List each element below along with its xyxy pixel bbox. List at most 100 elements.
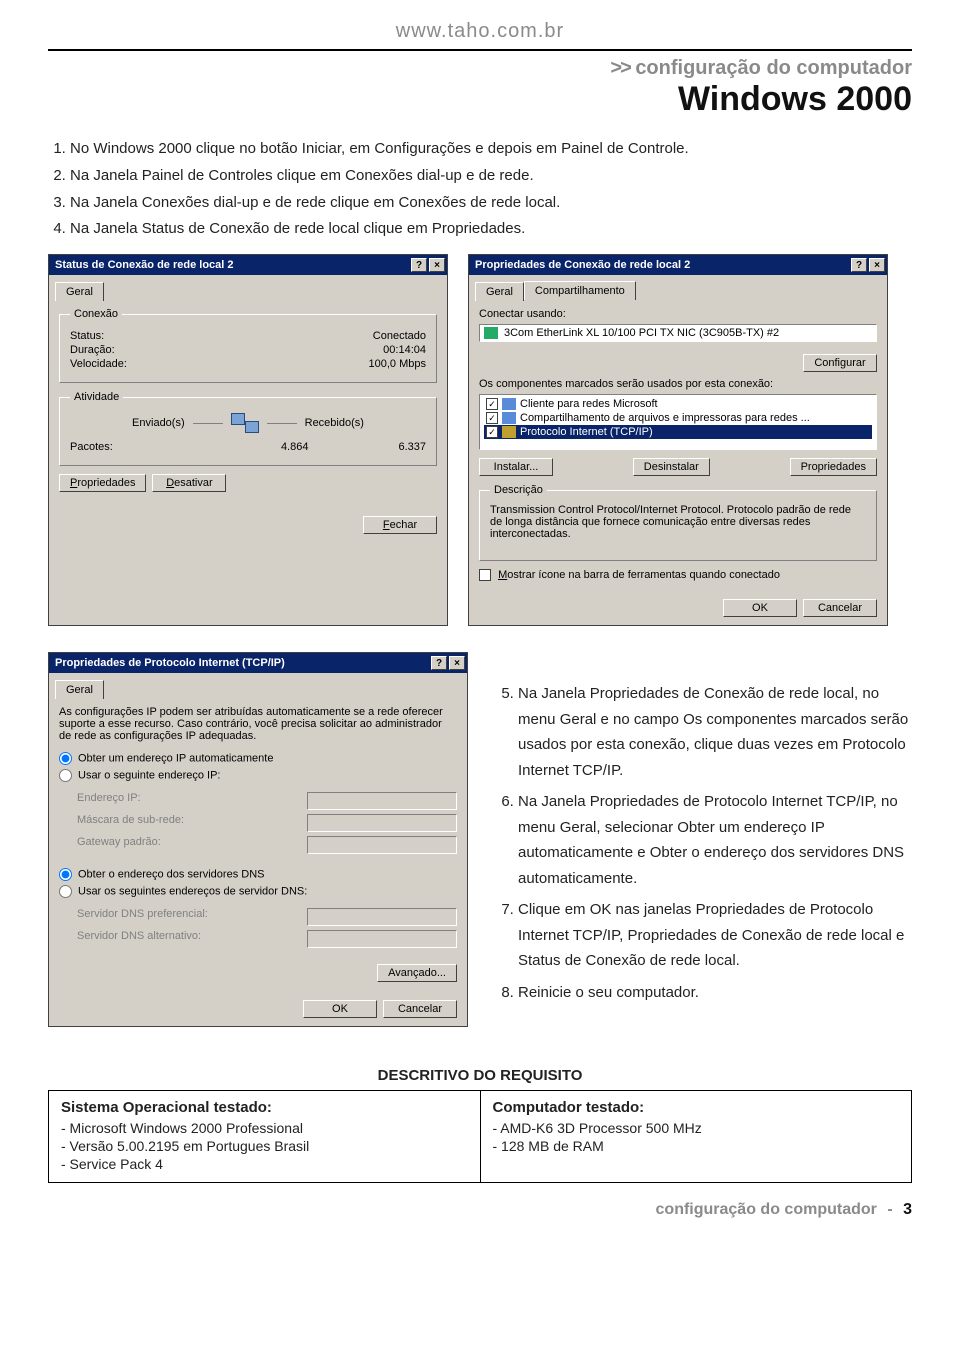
mask-field: [307, 814, 457, 832]
help-button[interactable]: ?: [851, 258, 867, 272]
ok-button[interactable]: OK: [303, 1000, 377, 1018]
line-icon: [193, 423, 223, 424]
footer-text: configuração do computador: [656, 1201, 877, 1218]
page-footer: configuração do computador - 3: [48, 1201, 912, 1219]
configure-button[interactable]: Configurar: [803, 354, 877, 372]
list-item[interactable]: ✓ Cliente para redes Microsoft: [484, 397, 872, 411]
radio-auto-dns[interactable]: [59, 868, 72, 881]
top-steps: No Windows 2000 clique no botão Iniciar,…: [48, 137, 912, 242]
arrows-icon: >>: [610, 57, 629, 79]
packets-label: Pacotes:: [70, 441, 113, 453]
show-icon-checkbox[interactable]: [479, 569, 491, 581]
group-activity-legend: Atividade: [70, 391, 123, 403]
list-item-label: Protocolo Internet (TCP/IP): [520, 426, 653, 438]
speed-value: 100,0 Mbps: [369, 358, 426, 370]
radio-manual-dns-label: Usar os seguintes endereços de servidor …: [78, 886, 307, 898]
ip-label: Endereço IP:: [77, 792, 141, 810]
duration-label: Duração:: [70, 344, 115, 356]
req-right-item: - AMD-K6 3D Processor 500 MHz: [493, 1120, 900, 1136]
list-item[interactable]: ✓ Compartilhamento de arquivos e impresso…: [484, 411, 872, 425]
tab-geral[interactable]: Geral: [55, 282, 104, 301]
heading-title: Windows 2000: [48, 80, 912, 119]
requisito-title: DESCRITIVO DO REQUISITO: [48, 1067, 912, 1084]
status-value: Conectado: [373, 330, 426, 342]
cancel-button[interactable]: Cancelar: [803, 599, 877, 617]
properties-button[interactable]: Propriedades: [59, 474, 146, 492]
tab-geral[interactable]: Geral: [475, 282, 524, 301]
group-activity: Atividade Enviado(s) Recebido(s) Pacotes…: [59, 391, 437, 466]
dns1-field: [307, 908, 457, 926]
radio-manual-dns[interactable]: [59, 885, 72, 898]
site-url: www.taho.com.br: [48, 20, 912, 43]
packets-recv: 6.337: [398, 441, 426, 453]
help-button[interactable]: ?: [411, 258, 427, 272]
gw-label: Gateway padrão:: [77, 836, 161, 854]
speed-label: Velocidade:: [70, 358, 127, 370]
dialog-status: Status de Conexão de rede local 2 ? × Ge…: [48, 254, 448, 626]
protocol-icon: [502, 426, 516, 438]
dns1-label: Servidor DNS preferencial:: [77, 908, 208, 926]
req-left-item: - Versão 5.00.2195 em Portugues Brasil: [61, 1138, 468, 1154]
line-icon: [267, 423, 297, 424]
components-label: Os componentes marcados serão usados por…: [479, 378, 877, 390]
step-2: Na Janela Painel de Controles clique em …: [70, 164, 912, 189]
help-button[interactable]: ?: [431, 656, 447, 670]
checkbox-icon[interactable]: ✓: [486, 426, 498, 438]
dialog-status-title: Status de Conexão de rede local 2: [55, 259, 409, 271]
advanced-button[interactable]: Avançado...: [377, 964, 457, 982]
list-item-label: Compartilhamento de arquivos e impressor…: [520, 412, 810, 424]
close-button[interactable]: ×: [449, 656, 465, 670]
dialog-conn-props: Propriedades de Conexão de rede local 2 …: [468, 254, 888, 626]
install-button[interactable]: Instalar...: [479, 458, 553, 476]
dns2-field: [307, 930, 457, 948]
checkbox-icon[interactable]: ✓: [486, 398, 498, 410]
list-item-selected[interactable]: ✓ Protocolo Internet (TCP/IP): [484, 425, 872, 439]
checkbox-icon[interactable]: ✓: [486, 412, 498, 424]
recv-label: Recebido(s): [305, 417, 364, 429]
computers-icon: [231, 413, 259, 433]
close-dialog-button[interactable]: Fechar: [363, 516, 437, 534]
group-connection: Conexão Status:Conectado Duração:00:14:0…: [59, 308, 437, 383]
sent-label: Enviado(s): [132, 417, 185, 429]
ok-button[interactable]: OK: [723, 599, 797, 617]
radio-manual-ip[interactable]: [59, 769, 72, 782]
hotkey: M: [498, 569, 507, 581]
radio-auto-ip[interactable]: [59, 752, 72, 765]
step-1: No Windows 2000 clique no botão Iniciar,…: [70, 137, 912, 162]
list-item-label: Cliente para redes Microsoft: [520, 398, 658, 410]
step-3: Na Janela Conexões dial-up e de rede cli…: [70, 191, 912, 216]
req-left-item: - Microsoft Windows 2000 Professional: [61, 1120, 468, 1136]
requisito-table: Sistema Operacional testado: - Microsoft…: [48, 1090, 912, 1183]
dialog-tcpip: Propriedades de Protocolo Internet (TCP/…: [48, 652, 468, 1027]
dialog-conn-props-title: Propriedades de Conexão de rede local 2: [475, 259, 849, 271]
ip-field: [307, 792, 457, 810]
share-icon: [502, 412, 516, 424]
page-heading: >> configuração do computador Windows 20…: [48, 57, 912, 119]
tab-compartilhamento[interactable]: Compartilhamento: [524, 281, 636, 300]
nic-icon: [484, 327, 498, 339]
close-button[interactable]: ×: [869, 258, 885, 272]
cancel-button[interactable]: Cancelar: [383, 1000, 457, 1018]
group-description: Descrição Transmission Control Protocol/…: [479, 484, 877, 561]
packets-sent: 4.864: [281, 441, 309, 453]
heading-subtitle: configuração do computador: [635, 57, 912, 79]
components-list[interactable]: ✓ Cliente para redes Microsoft ✓ Compartil…: [479, 394, 877, 450]
nic-name: 3Com EtherLink XL 10/100 PCI TX NIC (3C9…: [504, 327, 779, 339]
radio-manual-ip-label: Usar o seguinte endereço IP:: [78, 770, 220, 782]
tab-geral[interactable]: Geral: [55, 680, 104, 699]
group-connection-legend: Conexão: [70, 308, 122, 320]
mask-label: Máscara de sub-rede:: [77, 814, 184, 832]
client-icon: [502, 398, 516, 410]
properties-button[interactable]: Propriedades: [790, 458, 877, 476]
divider: [48, 49, 912, 51]
disable-button[interactable]: Desativar: [152, 474, 226, 492]
step-4: Na Janela Status de Conexão de rede loca…: [70, 217, 912, 242]
step-8: Reinicie o seu computador.: [518, 980, 912, 1006]
radio-auto-ip-label: Obter um endereço IP automaticamente: [78, 753, 273, 765]
duration-value: 00:14:04: [383, 344, 426, 356]
page-number: 3: [903, 1201, 912, 1218]
description-legend: Descrição: [490, 484, 547, 496]
close-button[interactable]: ×: [429, 258, 445, 272]
req-right-heading: Computador testado:: [493, 1099, 900, 1116]
uninstall-button[interactable]: Desinstalar: [633, 458, 710, 476]
